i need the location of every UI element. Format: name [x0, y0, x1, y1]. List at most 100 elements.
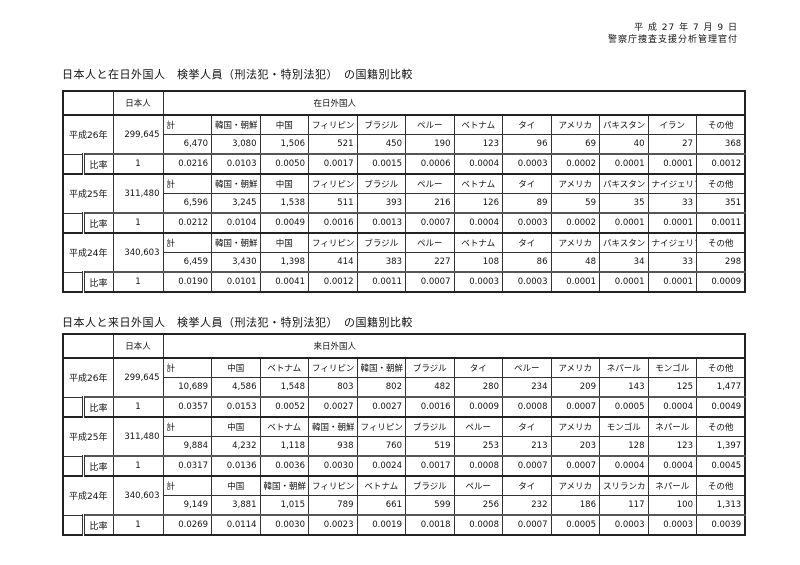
count-cell: 351 — [696, 193, 746, 214]
country-header: ネパール — [647, 416, 697, 437]
country-row: 平成26年 299,645 計韓国・朝鮮 中国 フィリピン ブラジル ペルー ベトナム タイ アメ… — [62, 114, 746, 155]
ratio-cell: 0.0003 — [599, 514, 649, 536]
year-spacer — [62, 515, 83, 536]
country-header: ブラジル — [356, 173, 406, 194]
corner-cell — [62, 333, 114, 359]
ratio-cell: 0.0216 — [162, 153, 212, 175]
country-header: ベトナム — [259, 416, 309, 437]
count-cell: 519 — [405, 436, 455, 457]
count-cell: 96 — [502, 134, 552, 155]
country-header: ペルー — [502, 357, 552, 378]
country-header: その他 — [696, 114, 746, 135]
ratio-cell: 0.0001 — [599, 212, 649, 234]
country-header: その他 — [696, 475, 746, 496]
count-cell: 216 — [405, 193, 455, 214]
ratio-cell: 0.0212 — [162, 212, 212, 234]
country-header: ブラジル — [405, 416, 455, 437]
year-spacer — [62, 456, 83, 477]
count-cell: 4,586 — [211, 377, 261, 398]
count-cell: 108 — [453, 252, 503, 273]
ratio-row: 比率 1 0.0190 0.0101 0.0041 0.0012 0.0011 0.0007 0… — [62, 271, 746, 293]
country-header: モンゴル — [599, 416, 649, 437]
count-cell: 27 — [647, 134, 697, 155]
ratio-cell: 0.0004 — [647, 396, 697, 418]
country-header: 中国 — [211, 475, 261, 496]
count-row: 6,459 3,430 1,398 414 383 227 108 86 48 34 33 298 — [63, 252, 746, 273]
count-cell: 450 — [356, 134, 406, 155]
ratio-cell: 0.0101 — [211, 271, 261, 293]
year-spacer — [62, 272, 83, 293]
ratio-cell: 0.0004 — [647, 455, 697, 477]
country-header: ベトナム — [356, 475, 406, 496]
table-title-resident: 日本人と在日外国人 検挙人員（刑法犯・特別法犯） の国籍別比較 — [62, 68, 413, 81]
ratio-cell: 0.0114 — [211, 514, 261, 536]
ratio-cell: 0.0004 — [453, 212, 503, 234]
count-row: 9,884 4,232 1,118 938 760 519 253 213 203 128 123 1… — [63, 436, 746, 457]
year-label: 平成25年 — [62, 416, 114, 457]
year-spacer — [62, 154, 83, 175]
count-cell: 69 — [550, 134, 600, 155]
country-header: ネパール — [647, 475, 697, 496]
ratio-cell: 0.0002 — [550, 212, 600, 234]
country-header: 計 — [162, 114, 212, 135]
japanese-ratio: 1 — [112, 396, 164, 418]
ratio-cell: 0.0011 — [696, 212, 746, 234]
ratio-cell: 0.0002 — [550, 153, 600, 175]
ratio-cell: 0.0001 — [550, 271, 600, 293]
ratio-cell: 0.0001 — [599, 271, 649, 293]
ratio-cell: 0.0008 — [453, 514, 503, 536]
document-header: 平 成 27 年 7 月 9 日 警察庁捜査支援分析管理官付 — [608, 22, 738, 46]
year-spacer — [62, 213, 83, 234]
ratio-cell: 0.0012 — [308, 271, 358, 293]
ratio-cell: 0.0052 — [259, 396, 309, 418]
country-header: ベトナム — [453, 114, 503, 135]
country-header: アメリカ — [550, 173, 600, 194]
ratio-cell: 0.0005 — [599, 396, 649, 418]
ratio-cell: 0.0269 — [162, 514, 212, 536]
ratio-cell: 0.0001 — [647, 271, 697, 293]
ratio-cell: 0.0036 — [259, 455, 309, 477]
country-row: 平成25年 311,480 計中国 ベトナム 韓国・朝鮮 フィリピン ブラジル ペルー タイ アメ… — [62, 416, 746, 457]
count-cell: 482 — [405, 377, 455, 398]
count-cell: 6,459 — [162, 252, 212, 273]
country-header: 中国 — [259, 173, 309, 194]
count-cell: 256 — [453, 495, 503, 516]
ratio-cell: 0.0004 — [453, 153, 503, 175]
count-cell: 1,538 — [259, 193, 309, 214]
country-header: フィリピン — [308, 114, 358, 135]
count-cell: 227 — [405, 252, 455, 273]
country-header: アメリカ — [550, 114, 600, 135]
country-header: ブラジル — [356, 232, 406, 253]
country-header: パキスタン — [599, 173, 649, 194]
country-header: フィリピン — [308, 232, 358, 253]
country-header: タイ — [502, 114, 552, 135]
country-header: フィリピン — [308, 357, 358, 378]
ratio-cell: 0.0049 — [696, 396, 746, 418]
ratio-cell: 0.0007 — [550, 396, 600, 418]
count-cell: 9,884 — [162, 436, 212, 457]
ratio-cell: 0.0019 — [356, 514, 406, 536]
ratio-cell: 0.0317 — [162, 455, 212, 477]
country-header: ペルー — [453, 416, 503, 437]
country-header: パキスタン — [599, 114, 649, 135]
ratio-cell: 0.0016 — [405, 396, 455, 418]
count-cell: 89 — [502, 193, 552, 214]
ratio-cell: 0.0007 — [550, 455, 600, 477]
country-header: タイ — [502, 173, 552, 194]
count-cell: 1,548 — [259, 377, 309, 398]
count-cell: 33 — [647, 193, 697, 214]
count-cell: 203 — [550, 436, 600, 457]
japanese-header: 日本人 — [112, 333, 164, 359]
ratio-cell: 0.0008 — [453, 455, 503, 477]
japanese-ratio: 1 — [112, 271, 164, 293]
foreigner-group-header: 在日外国人 — [162, 90, 746, 116]
ratio-cell: 0.0009 — [696, 271, 746, 293]
count-row: 6,596 3,245 1,538 511 393 216 126 89 59 35 33 351 — [63, 193, 746, 214]
ratio-cell: 0.0005 — [550, 514, 600, 536]
ratio-row: 比率 1 0.0317 0.0136 0.0036 0.0030 0.0024 0.0017 0… — [62, 455, 746, 477]
country-header: ペルー — [405, 114, 455, 135]
year-label: 平成24年 — [62, 475, 114, 516]
ratio-cell: 0.0030 — [308, 455, 358, 477]
ratio-label: 比率 — [81, 212, 114, 234]
count-cell: 9,149 — [162, 495, 212, 516]
